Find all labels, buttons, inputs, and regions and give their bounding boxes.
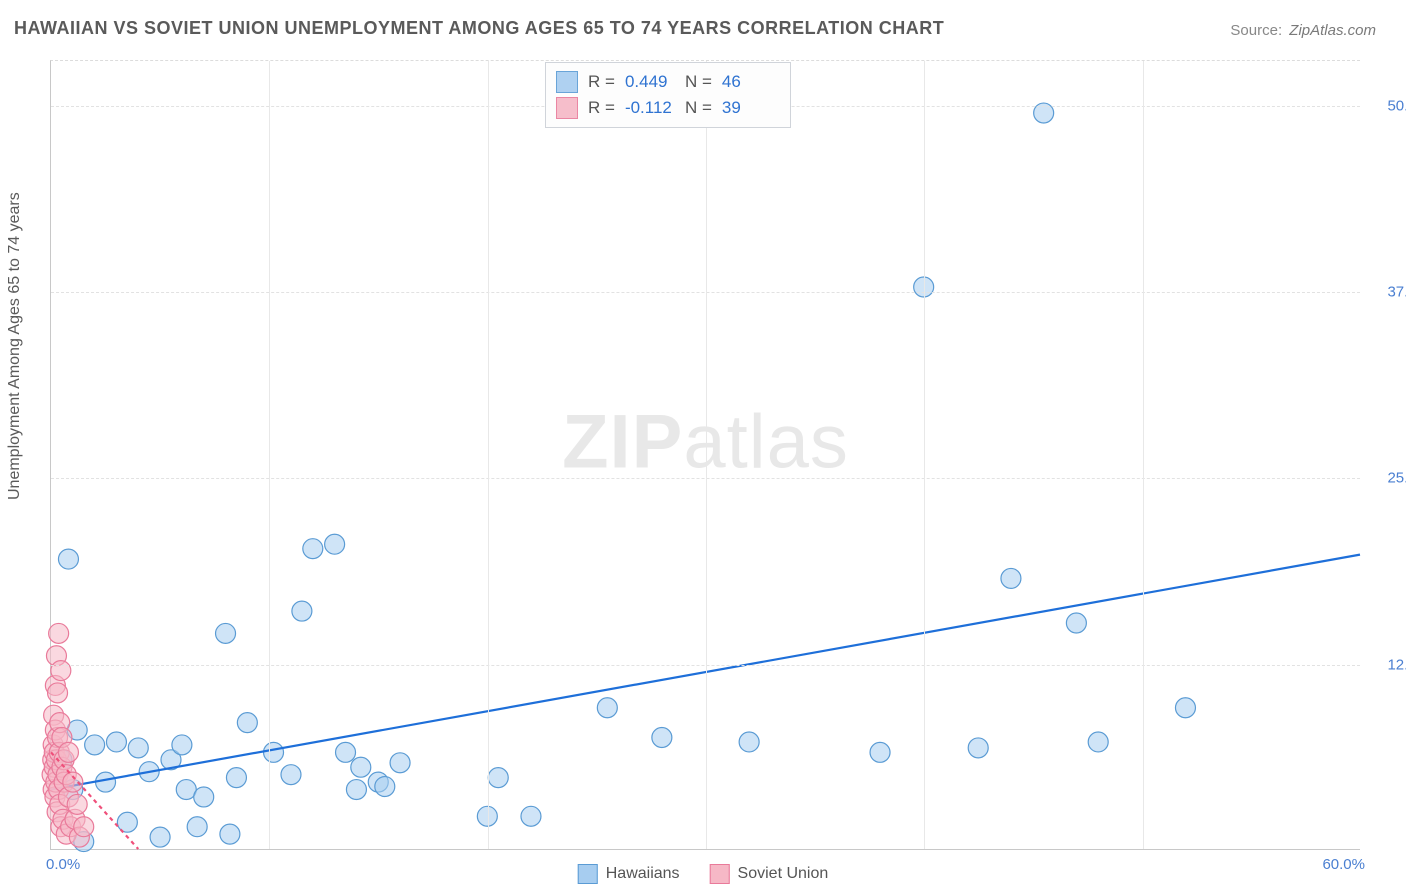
- data-point: [150, 827, 170, 847]
- data-point: [968, 738, 988, 758]
- data-point: [390, 753, 410, 773]
- data-point: [521, 806, 541, 826]
- legend-r-value: 0.449: [625, 72, 675, 92]
- data-point: [652, 728, 672, 748]
- gridline-vertical: [1143, 61, 1144, 849]
- data-point: [226, 768, 246, 788]
- data-point: [1088, 732, 1108, 752]
- data-point: [351, 757, 371, 777]
- data-point: [85, 735, 105, 755]
- gridline-vertical: [924, 61, 925, 849]
- legend-n-value: 46: [722, 72, 772, 92]
- series-legend-item: Soviet Union: [710, 864, 829, 884]
- data-point: [597, 698, 617, 718]
- data-point: [220, 824, 240, 844]
- data-point: [63, 772, 83, 792]
- data-point: [117, 812, 137, 832]
- data-point: [488, 768, 508, 788]
- series-legend: Hawaiians Soviet Union: [578, 864, 829, 884]
- data-point: [375, 777, 395, 797]
- series-legend-label: Soviet Union: [738, 865, 829, 883]
- data-point: [292, 601, 312, 621]
- legend-swatch: [578, 864, 598, 884]
- y-tick-label: 37.5%: [1370, 284, 1406, 301]
- series-legend-item: Hawaiians: [578, 864, 680, 884]
- correlation-legend-row: R = -0.112 N = 39: [556, 95, 772, 121]
- data-point: [194, 787, 214, 807]
- data-point: [51, 661, 71, 681]
- data-point: [49, 623, 69, 643]
- legend-n-label: N =: [685, 98, 712, 118]
- data-point: [172, 735, 192, 755]
- data-point: [216, 623, 236, 643]
- data-point: [264, 742, 284, 762]
- source-label: Source:: [1230, 22, 1282, 39]
- gridline-vertical: [269, 61, 270, 849]
- legend-swatch: [710, 864, 730, 884]
- source-attribution: Source: ZipAtlas.com: [1230, 22, 1376, 39]
- data-point: [48, 683, 68, 703]
- gridline-vertical: [706, 61, 707, 849]
- legend-r-value: -0.112: [625, 98, 675, 118]
- y-tick-label: 50.0%: [1370, 97, 1406, 114]
- series-legend-label: Hawaiians: [606, 865, 680, 883]
- y-axis-label: Unemployment Among Ages 65 to 74 years: [6, 192, 24, 500]
- data-point: [281, 765, 301, 785]
- source-value: ZipAtlas.com: [1289, 22, 1376, 39]
- data-point: [325, 534, 345, 554]
- legend-r-label: R =: [588, 72, 615, 92]
- data-point: [303, 539, 323, 559]
- data-point: [187, 817, 207, 837]
- chart-container: HAWAIIAN VS SOVIET UNION UNEMPLOYMENT AM…: [0, 0, 1406, 892]
- data-point: [74, 817, 94, 837]
- data-point: [1175, 698, 1195, 718]
- y-tick-label: 12.5%: [1370, 656, 1406, 673]
- x-tick-max: 60.0%: [1322, 856, 1365, 873]
- data-point: [237, 713, 257, 733]
- data-point: [336, 742, 356, 762]
- x-tick-min: 0.0%: [46, 856, 80, 873]
- legend-n-value: 39: [722, 98, 772, 118]
- legend-swatch: [556, 97, 578, 119]
- data-point: [58, 742, 78, 762]
- legend-swatch: [556, 71, 578, 93]
- legend-n-label: N =: [685, 72, 712, 92]
- legend-r-label: R =: [588, 98, 615, 118]
- correlation-legend: R = 0.449 N = 46 R = -0.112 N = 39: [545, 62, 791, 128]
- y-tick-label: 25.0%: [1370, 470, 1406, 487]
- data-point: [58, 549, 78, 569]
- chart-title: HAWAIIAN VS SOVIET UNION UNEMPLOYMENT AM…: [14, 18, 944, 39]
- data-point: [67, 794, 87, 814]
- data-point: [128, 738, 148, 758]
- data-point: [739, 732, 759, 752]
- data-point: [1001, 568, 1021, 588]
- correlation-legend-row: R = 0.449 N = 46: [556, 69, 772, 95]
- data-point: [106, 732, 126, 752]
- plot-area: ZIPatlas 0.0% 60.0% 12.5%25.0%37.5%50.0%: [50, 60, 1360, 850]
- data-point: [346, 780, 366, 800]
- gridline-vertical: [488, 61, 489, 849]
- data-point: [870, 742, 890, 762]
- data-point: [1066, 613, 1086, 633]
